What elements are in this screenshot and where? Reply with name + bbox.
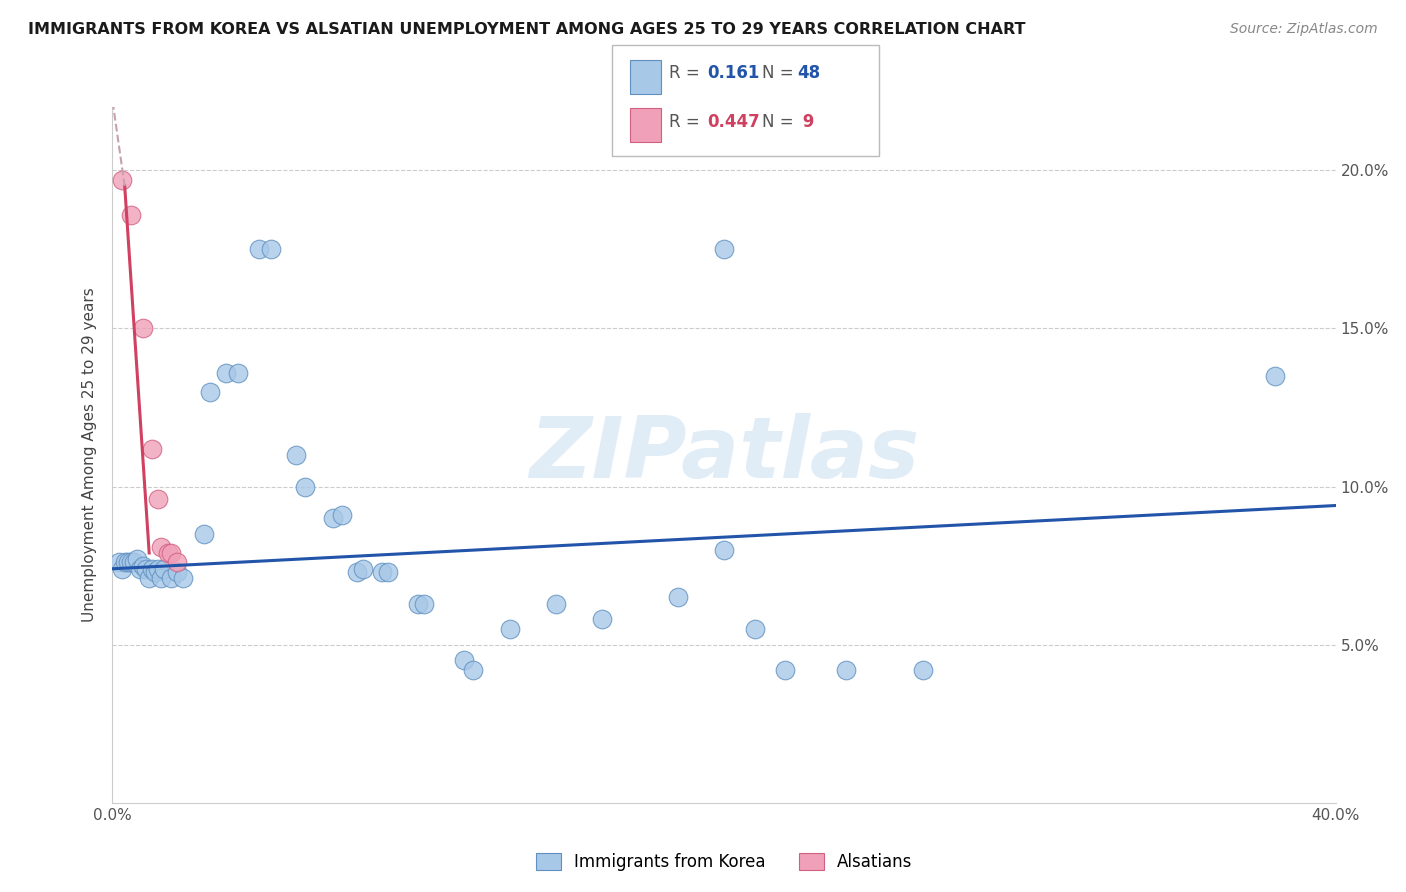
Point — [294, 479, 316, 493]
Text: N =: N = — [762, 112, 799, 130]
Point — [166, 565, 188, 579]
Point — [775, 663, 797, 677]
Text: R =: R = — [669, 64, 706, 82]
Point — [330, 508, 353, 522]
Point — [148, 562, 170, 576]
Point — [125, 552, 148, 566]
Text: R =: R = — [669, 112, 706, 130]
Point — [463, 663, 485, 677]
Point — [114, 556, 136, 570]
Point — [226, 366, 249, 380]
Point — [132, 321, 155, 335]
Point — [346, 565, 368, 579]
Point — [141, 442, 163, 456]
Text: 9: 9 — [797, 112, 814, 130]
Point — [322, 511, 344, 525]
Point — [453, 653, 475, 667]
Point — [499, 622, 522, 636]
Point — [247, 243, 270, 257]
Point — [159, 571, 181, 585]
Point — [111, 562, 134, 576]
Text: 0.447: 0.447 — [707, 112, 761, 130]
Text: ZIPatlas: ZIPatlas — [529, 413, 920, 497]
Point — [150, 571, 173, 585]
Point — [666, 591, 689, 605]
Text: 48: 48 — [797, 64, 820, 82]
Point — [193, 527, 215, 541]
Point — [835, 663, 858, 677]
Point — [122, 556, 145, 570]
Point — [141, 562, 163, 576]
Point — [370, 565, 392, 579]
Point — [413, 597, 436, 611]
Text: 0.161: 0.161 — [707, 64, 759, 82]
Point — [1264, 368, 1286, 383]
Point — [214, 366, 236, 380]
Point — [159, 546, 181, 560]
Y-axis label: Unemployment Among Ages 25 to 29 years: Unemployment Among Ages 25 to 29 years — [82, 287, 97, 623]
Point — [107, 556, 129, 570]
Point — [148, 492, 170, 507]
Point — [284, 448, 308, 462]
Point — [143, 565, 166, 579]
Point — [120, 208, 142, 222]
Text: Source: ZipAtlas.com: Source: ZipAtlas.com — [1230, 22, 1378, 37]
Point — [166, 556, 188, 570]
Point — [544, 597, 567, 611]
Point — [138, 571, 160, 585]
Point — [713, 243, 735, 257]
Point — [591, 612, 613, 626]
Point — [156, 546, 179, 560]
Point — [117, 556, 139, 570]
Point — [911, 663, 934, 677]
Point — [172, 571, 194, 585]
Legend: Immigrants from Korea, Alsatians: Immigrants from Korea, Alsatians — [529, 847, 920, 878]
Point — [352, 562, 374, 576]
Point — [200, 384, 222, 399]
Point — [150, 540, 173, 554]
Point — [111, 173, 134, 187]
Point — [153, 562, 176, 576]
Point — [132, 558, 155, 573]
Text: IMMIGRANTS FROM KOREA VS ALSATIAN UNEMPLOYMENT AMONG AGES 25 TO 29 YEARS CORRELA: IMMIGRANTS FROM KOREA VS ALSATIAN UNEMPL… — [28, 22, 1025, 37]
Point — [408, 597, 430, 611]
Point — [120, 556, 142, 570]
Text: N =: N = — [762, 64, 799, 82]
Point — [744, 622, 766, 636]
Point — [260, 243, 283, 257]
Point — [129, 562, 152, 576]
Point — [713, 542, 735, 557]
Point — [135, 562, 157, 576]
Point — [377, 565, 399, 579]
